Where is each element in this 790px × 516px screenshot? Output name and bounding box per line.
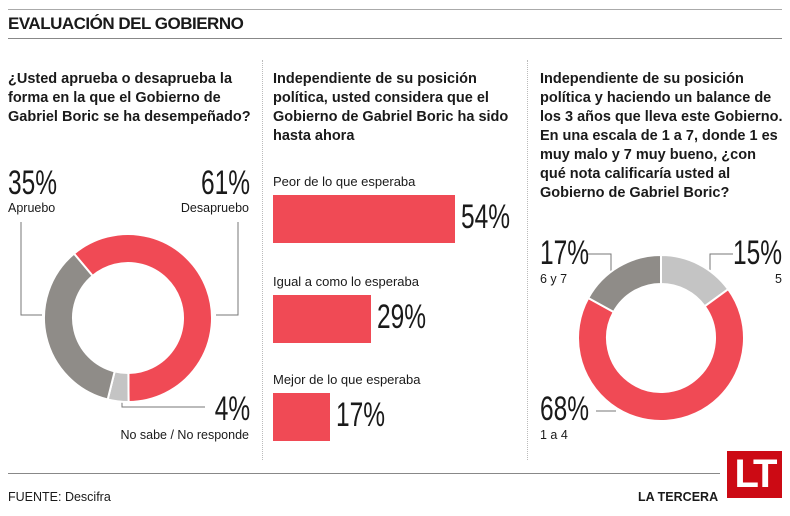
nota5-label: 5 [775, 272, 782, 286]
question-2: Independiente de su posición política, u… [273, 71, 509, 144]
leader-line [216, 222, 239, 316]
question-1: ¿Usted aprueba o desaprueba la forma en … [8, 71, 251, 125]
6y7-value: 17% [540, 234, 590, 272]
column-divider [262, 60, 263, 460]
page-title: EVALUACIÓN DEL GOBIERNO [8, 14, 244, 33]
bar-peor [273, 195, 455, 243]
title-rule [8, 38, 782, 39]
donut-slice-apruebo [43, 252, 116, 401]
leader-line [709, 253, 733, 272]
footer-rule [8, 473, 720, 474]
donut-slice-desapruebo [72, 233, 213, 404]
desapruebo-value: 61% [200, 164, 250, 202]
nsnr-value: 4% [214, 390, 250, 428]
column-divider [527, 60, 528, 460]
question-3: Independiente de su posición política y … [540, 71, 783, 201]
leader-line [20, 222, 42, 316]
bar-label: Igual a como lo esperaba [273, 274, 419, 289]
source: FUENTE: Descifra [8, 490, 111, 504]
1a4-label: 1 a 4 [540, 428, 568, 442]
1a4-value: 68% [540, 390, 590, 428]
apruebo-label: Apruebo [8, 201, 56, 215]
6y7-label: 6 y 7 [540, 272, 568, 286]
nsnr-label: No sabe / No responde [120, 428, 249, 442]
top-rule [8, 9, 782, 10]
bar-value: 54% [460, 198, 510, 236]
bar-igual [273, 295, 371, 343]
nota5-value: 15% [732, 234, 782, 272]
la-tercera-logo: LT [727, 451, 782, 498]
bar-mejor [273, 393, 331, 441]
bar-label: Mejor de lo que esperaba [273, 372, 421, 387]
donut-slice-6-y-7 [586, 253, 662, 314]
donut-slice-1-a-4 [577, 287, 745, 422]
bar-value: 29% [376, 298, 426, 336]
leader-line [588, 253, 612, 272]
brand-name: LA TERCERA [638, 490, 719, 504]
bar-label: Peor de lo que esperaba [273, 174, 416, 189]
bar-value: 17% [336, 396, 386, 434]
apruebo-value: 35% [8, 164, 58, 202]
desapruebo-label: Desapruebo [180, 201, 249, 215]
